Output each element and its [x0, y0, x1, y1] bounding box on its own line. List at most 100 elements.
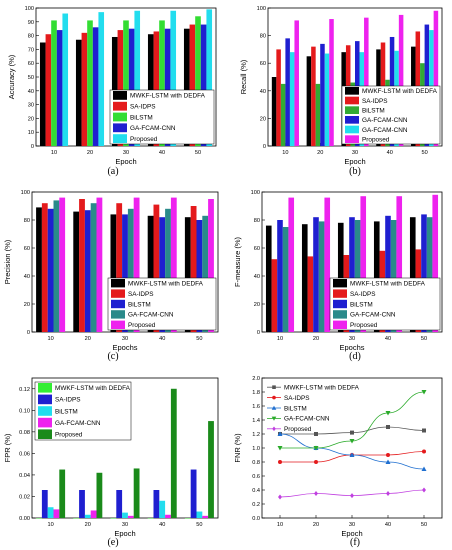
panel-caption: (a) — [107, 166, 118, 177]
y-axis-label: Precision (%) — [3, 239, 12, 284]
bar-c-s0-c1 — [73, 211, 80, 332]
legend-label: BiLSTM — [130, 114, 153, 121]
x-tick-label: 30 — [349, 336, 355, 342]
bar-b-s3-c4 — [424, 24, 430, 147]
y-tick-label: 10 — [28, 130, 34, 136]
bar-e-s1-c4 — [190, 469, 197, 518]
y-tick-label: 0.06 — [19, 451, 30, 457]
legend-swatch — [113, 134, 127, 143]
y-tick-label: 0 — [257, 330, 260, 336]
x-tick-label: 30 — [352, 150, 358, 156]
y-tick-label: 40 — [24, 274, 30, 280]
bar-e-s1-c1 — [79, 490, 85, 518]
bar-a-s2-c0 — [51, 20, 57, 147]
bar-e-s3-c1 — [90, 510, 97, 518]
y-tick-label: 20 — [28, 116, 34, 122]
legend-swatch — [111, 279, 125, 288]
bar-d-s0-c0 — [265, 225, 272, 332]
x-tick-label: 10 — [277, 336, 283, 342]
point-f-s4-p0 — [278, 494, 282, 500]
bar-b-s0-c0 — [271, 77, 277, 146]
point-f-s4-p2 — [350, 493, 354, 499]
y-axis-label: Recall (%) — [239, 59, 248, 94]
bar-d-s4-c1 — [324, 197, 331, 332]
y-tick-label: 60 — [24, 246, 30, 252]
bar-d-s4-c4 — [432, 194, 439, 332]
x-tick-label: 10 — [51, 150, 57, 156]
bar-a-s2-c2 — [123, 20, 129, 147]
y-tick-label: 1.0 — [252, 446, 260, 452]
x-axis-label: Epochs — [112, 343, 137, 352]
legend-swatch — [333, 299, 347, 309]
x-axis-label: Epochs — [339, 343, 364, 352]
bar-b-s3-c0 — [285, 38, 290, 146]
bar-c-s2-c2 — [122, 214, 128, 332]
y-tick-label: 0.02 — [19, 494, 30, 500]
legend-label: BiLSTM — [128, 301, 151, 308]
bar-d-s2-c0 — [277, 220, 283, 332]
point-f-s0-p3 — [386, 425, 390, 429]
bar-c-s1-c1 — [79, 199, 85, 332]
bar-c-s2-c1 — [84, 210, 91, 332]
x-tick-label: 50 — [196, 336, 202, 342]
bar-a-s2-c1 — [87, 20, 93, 147]
y-axis-label: FNR (%) — [233, 433, 242, 463]
x-tick-label: 20 — [313, 336, 319, 342]
bar-c-s4-c3 — [170, 197, 177, 332]
x-tick-label: 40 — [159, 522, 165, 528]
bar-e-s1-c0 — [41, 490, 48, 518]
bar-a-s2-c3 — [159, 20, 165, 147]
legend: MWKF-LSTM with DEDFA SA-IDPS BiLSTM GA-FCAM… — [267, 385, 360, 433]
legend-swatch — [345, 125, 359, 134]
legend-swatch — [111, 299, 125, 309]
legend-swatch — [111, 289, 125, 298]
bar-e-s4-c3 — [170, 388, 177, 518]
point-f-s3-p4 — [421, 390, 427, 395]
legend-label: BiLSTM — [55, 408, 78, 415]
bar-a-s0-c0 — [39, 42, 46, 146]
legend-label: Proposed — [128, 322, 156, 329]
bar-c-s1-c2 — [116, 203, 123, 332]
legend-label: MWKF-LSTM with DEDFA — [284, 385, 360, 392]
y-tick-label: 100 — [25, 6, 34, 12]
bar-d-s2-c3 — [385, 215, 391, 332]
y-tick-label: 90 — [28, 20, 34, 26]
x-tick-label: 10 — [277, 522, 283, 528]
x-tick-label: 30 — [123, 150, 129, 156]
legend-marker — [272, 426, 276, 432]
x-tick-label: 10 — [282, 150, 288, 156]
legend-swatch — [38, 383, 52, 393]
panel-caption: (b) — [349, 166, 361, 177]
bar-b-s5-c1 — [329, 19, 334, 146]
point-f-s0-p4 — [422, 428, 426, 433]
legend-swatch — [38, 429, 52, 439]
bar-e-s4-c1 — [96, 472, 103, 518]
legend-swatch — [345, 96, 359, 105]
legend-marker — [271, 405, 277, 410]
legend-swatch — [113, 101, 127, 111]
x-tick-label: 30 — [122, 336, 128, 342]
bar-d-s4-c0 — [288, 197, 295, 332]
legend-label: SA-IDPS — [350, 291, 376, 298]
legend-label: Proposed — [284, 426, 312, 433]
x-tick-label: 30 — [349, 522, 355, 528]
x-tick-label: 20 — [317, 150, 323, 156]
y-tick-label: 20 — [254, 302, 260, 308]
point-f-s2-p0 — [277, 431, 283, 436]
y-tick-label: 100 — [251, 190, 260, 196]
legend: MWKF-LSTM with DEDFA SA-IDPS BiLSTM GA-FCAM… — [341, 85, 441, 145]
bar-a-s4-c0 — [62, 13, 69, 146]
x-tick-label: 50 — [195, 150, 201, 156]
bar-a-s3-c4 — [200, 24, 207, 147]
panel-caption: (e) — [107, 537, 118, 548]
bar-c-s3-c4 — [202, 215, 209, 332]
bar-a-s1-c0 — [45, 34, 52, 146]
y-tick-label: 60 — [260, 61, 266, 67]
legend-label: SA-IDPS — [130, 104, 156, 111]
y-tick-label: 0.04 — [19, 473, 30, 479]
y-tick-label: 0 — [263, 144, 266, 150]
legend-swatch — [333, 279, 347, 288]
y-tick-label: 0.00 — [19, 516, 30, 522]
legend-label: Proposed — [362, 136, 390, 143]
y-axis-label: FPR (%) — [3, 433, 12, 462]
